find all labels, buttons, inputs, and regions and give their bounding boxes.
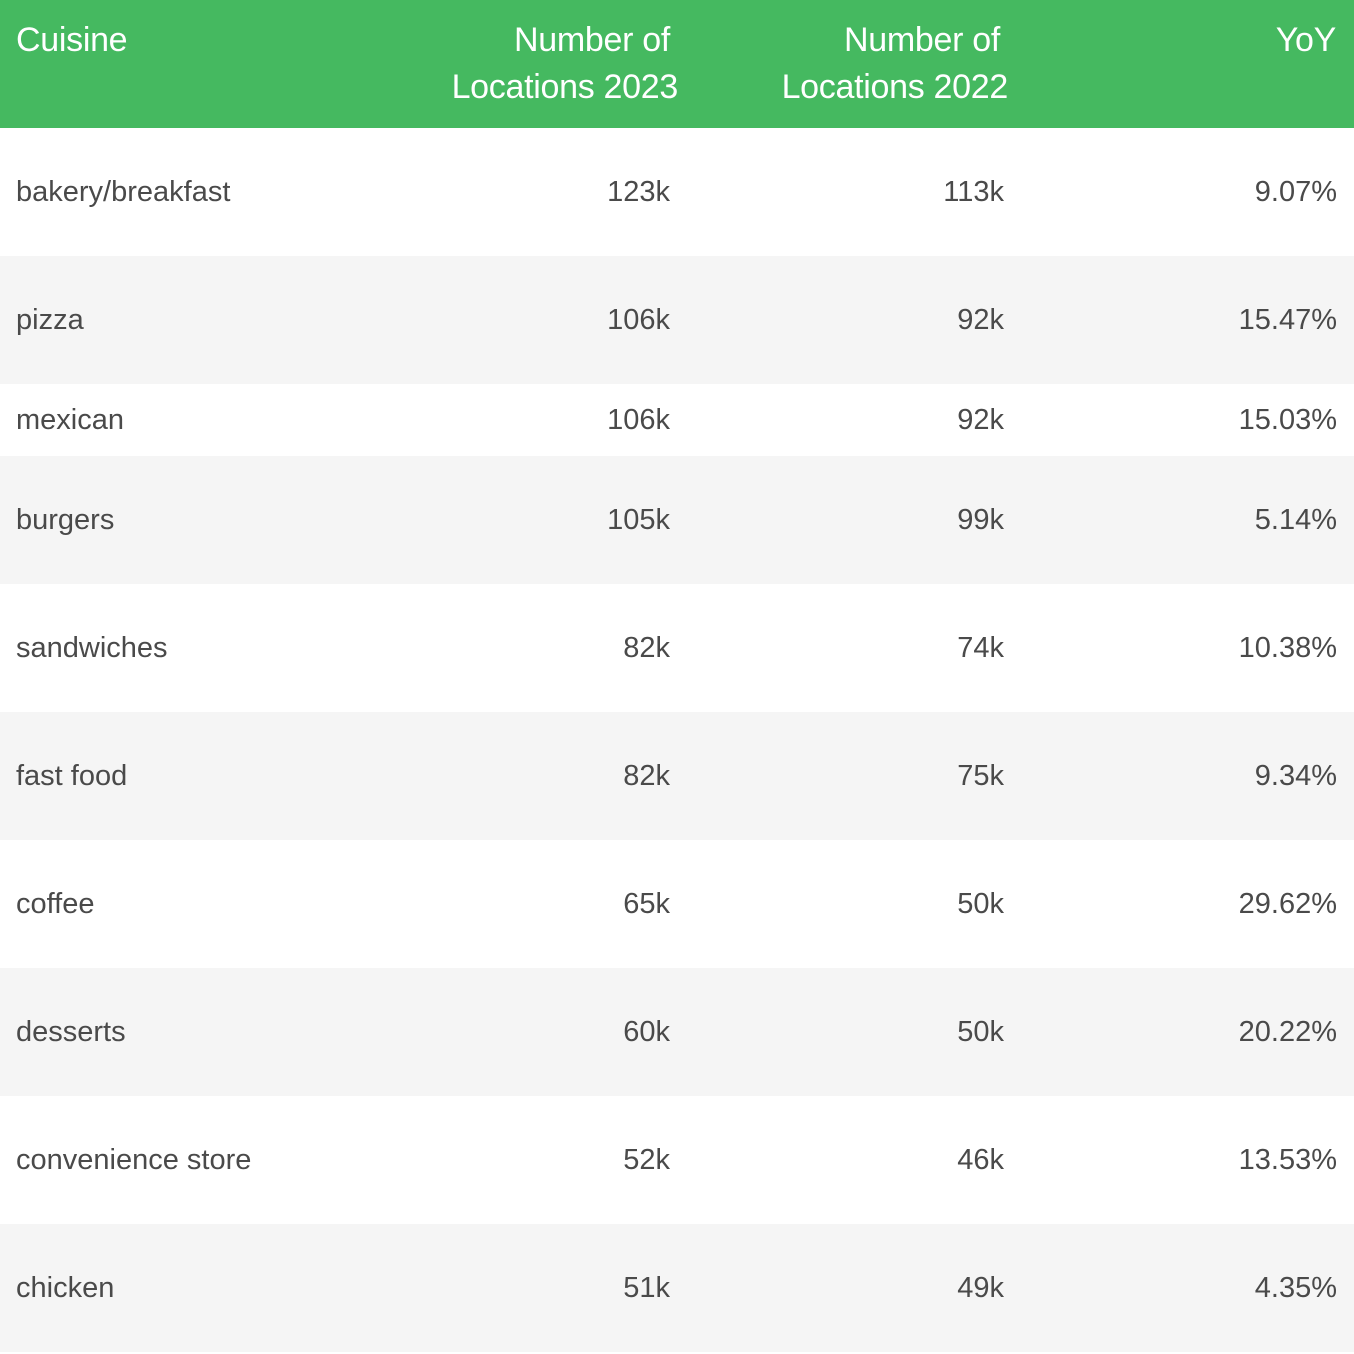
cell-yoy: 13.53%: [1238, 1143, 1337, 1176]
cell-cuisine: burgers: [16, 503, 115, 536]
table-row: chicken 51k 49k 4.35%: [0, 1224, 1354, 1352]
column-header-locations-2022: Number of Locations 2022: [781, 17, 1009, 111]
cell-locations-2023: 52k: [623, 1143, 670, 1176]
table-row: fast food 82k 75k 9.34%: [0, 712, 1354, 840]
cell-cuisine: chicken: [16, 1271, 115, 1304]
cell-cuisine: pizza: [16, 303, 84, 336]
cell-cuisine: convenience store: [16, 1143, 252, 1176]
table-row: coffee 65k 50k 29.62%: [0, 840, 1354, 968]
cell-locations-2022: 75k: [957, 759, 1004, 792]
table-row: burgers 105k 99k 5.14%: [0, 456, 1354, 584]
column-header-locations-2023-line1: Number of: [513, 21, 670, 59]
cell-cuisine: fast food: [16, 759, 128, 792]
cell-locations-2022: 50k: [957, 1015, 1004, 1048]
column-header-yoy-label: YoY: [1275, 21, 1337, 59]
cell-yoy: 5.14%: [1254, 503, 1337, 536]
column-header-cuisine-label: Cuisine: [16, 21, 128, 59]
cell-locations-2023: 106k: [607, 303, 670, 336]
cell-yoy: 9.07%: [1254, 175, 1337, 208]
cell-locations-2022: 92k: [957, 303, 1004, 336]
cell-locations-2022: 49k: [957, 1271, 1004, 1304]
cell-locations-2023: 51k: [623, 1271, 670, 1304]
cell-locations-2023: 82k: [623, 759, 670, 792]
column-header-yoy: YoY: [1275, 17, 1337, 64]
cell-locations-2023: 60k: [623, 1015, 670, 1048]
table-row: sandwiches 82k 74k 10.38%: [0, 584, 1354, 712]
cell-locations-2022: 46k: [957, 1143, 1004, 1176]
table-row: bakery/breakfast 123k 113k 9.07%: [0, 128, 1354, 256]
column-header-locations-2023: Number of Locations 2023: [451, 17, 679, 111]
cell-locations-2022: 113k: [943, 175, 1004, 208]
cell-cuisine: sandwiches: [16, 631, 168, 664]
cell-locations-2023: 82k: [623, 631, 670, 664]
cell-yoy: 15.03%: [1238, 403, 1337, 436]
cell-locations-2023: 65k: [623, 887, 670, 920]
table-row: desserts 60k 50k 20.22%: [0, 968, 1354, 1096]
cell-yoy: 29.62%: [1238, 887, 1337, 920]
cell-locations-2023: 123k: [607, 175, 670, 208]
cell-cuisine: coffee: [16, 887, 95, 920]
table-row: pizza 106k 92k 15.47%: [0, 256, 1354, 384]
cell-locations-2022: 92k: [957, 403, 1004, 436]
cell-locations-2022: 74k: [957, 631, 1004, 664]
table-row: mexican 106k 92k 15.03%: [0, 384, 1354, 456]
column-header-locations-2022-line1: Number of: [843, 21, 1000, 59]
column-header-locations-2022-line2: Locations 2022: [781, 68, 1009, 106]
cell-cuisine: mexican: [16, 403, 124, 436]
cell-yoy: 4.35%: [1254, 1271, 1337, 1304]
table-row: convenience store 52k 46k 13.53%: [0, 1096, 1354, 1224]
cell-yoy: 10.38%: [1238, 631, 1337, 664]
cell-cuisine: bakery/breakfast: [16, 175, 231, 208]
cell-yoy: 20.22%: [1238, 1015, 1337, 1048]
cell-locations-2023: 106k: [607, 403, 670, 436]
cell-yoy: 15.47%: [1238, 303, 1337, 336]
column-header-locations-2023-line2: Locations 2023: [451, 68, 679, 106]
table-header: Cuisine Number of Locations 2023 Number …: [0, 0, 1354, 128]
cell-cuisine: desserts: [16, 1015, 126, 1048]
table-body: bakery/breakfast 123k 113k 9.07% pizza 106k 92…: [0, 128, 1354, 1352]
cell-locations-2022: 50k: [957, 887, 1004, 920]
cell-locations-2023: 105k: [607, 503, 670, 536]
cell-yoy: 9.34%: [1254, 759, 1337, 792]
column-header-cuisine: Cuisine: [16, 17, 128, 64]
cell-locations-2022: 99k: [957, 503, 1004, 536]
